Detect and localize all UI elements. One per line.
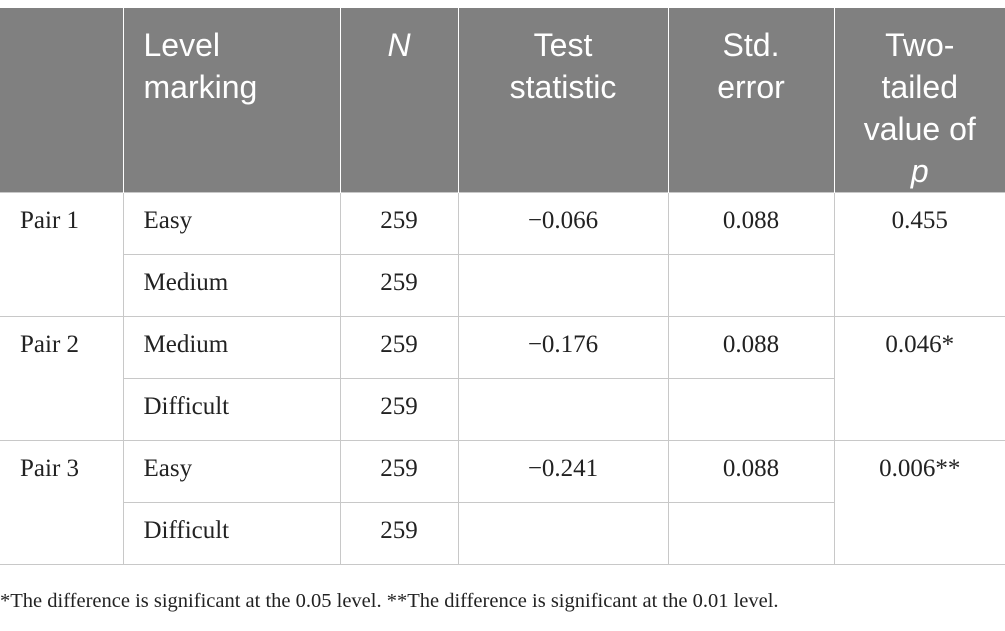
se-cell [667,254,834,317]
header-text: p [910,153,929,189]
test-cell [457,502,669,565]
header-cell: Two-tailed value of p [833,8,1005,193]
pair-cell: Pair 1 [0,192,124,317]
footnote: *The difference is significant at the 0.… [0,590,779,612]
test-cell: −0.066 [457,192,669,255]
table-header: Level marking N Test statistic Std. erro… [0,8,1005,193]
results-table: Level marking N Test statistic Std. erro… [0,8,1005,565]
p-cell: 0.046* [833,316,1005,441]
n-cell: 259 [339,316,459,379]
n-cell: 259 [339,254,459,317]
se-cell: 0.088 [667,316,835,379]
level-cell: Medium [123,254,341,317]
header-cell: N [339,8,458,193]
table-row: Pair 1 Easy 259 −0.066 0.088 0.455 [0,192,1005,317]
level-cell: Medium [122,316,341,379]
header-text: Two-tailed value of [863,27,976,147]
test-cell: −0.241 [457,440,669,503]
test-cell [457,254,669,317]
n-cell: 259 [339,440,459,503]
pair-cell: Pair 3 [0,440,124,565]
header-cell: Test statistic [457,8,668,193]
table-row: Pair 2 Medium 259 −0.176 0.088 0.046* [0,316,1005,441]
n-cell: 259 [339,502,459,565]
level-cell: Difficult [123,502,341,565]
table-row: Difficult 259 [0,502,1005,565]
table-row: Medium 259 [0,254,1005,317]
p-cell: 0.006** [833,440,1005,565]
se-cell [667,378,834,441]
level-cell: Difficult [123,378,341,441]
level-cell: Easy [122,192,341,255]
level-cell: Easy [122,440,341,503]
header-cell [0,8,123,193]
pair-cell: Pair 2 [0,316,124,441]
p-cell: 0.455 [833,192,1005,317]
se-cell: 0.088 [667,192,835,255]
n-cell: 259 [339,378,459,441]
se-cell: 0.088 [667,440,835,503]
test-cell: −0.176 [457,316,669,379]
se-cell [667,502,834,565]
header-cell: Level marking [122,8,340,193]
table-body: Pair 1 Easy 259 −0.066 0.088 0.455 Medium 259 Pa… [0,192,1005,565]
header-cell: Std. error [667,8,834,193]
table-row: Pair 3 Easy 259 −0.241 0.088 0.006** [0,440,1005,565]
n-cell: 259 [339,192,459,255]
test-cell [457,378,669,441]
